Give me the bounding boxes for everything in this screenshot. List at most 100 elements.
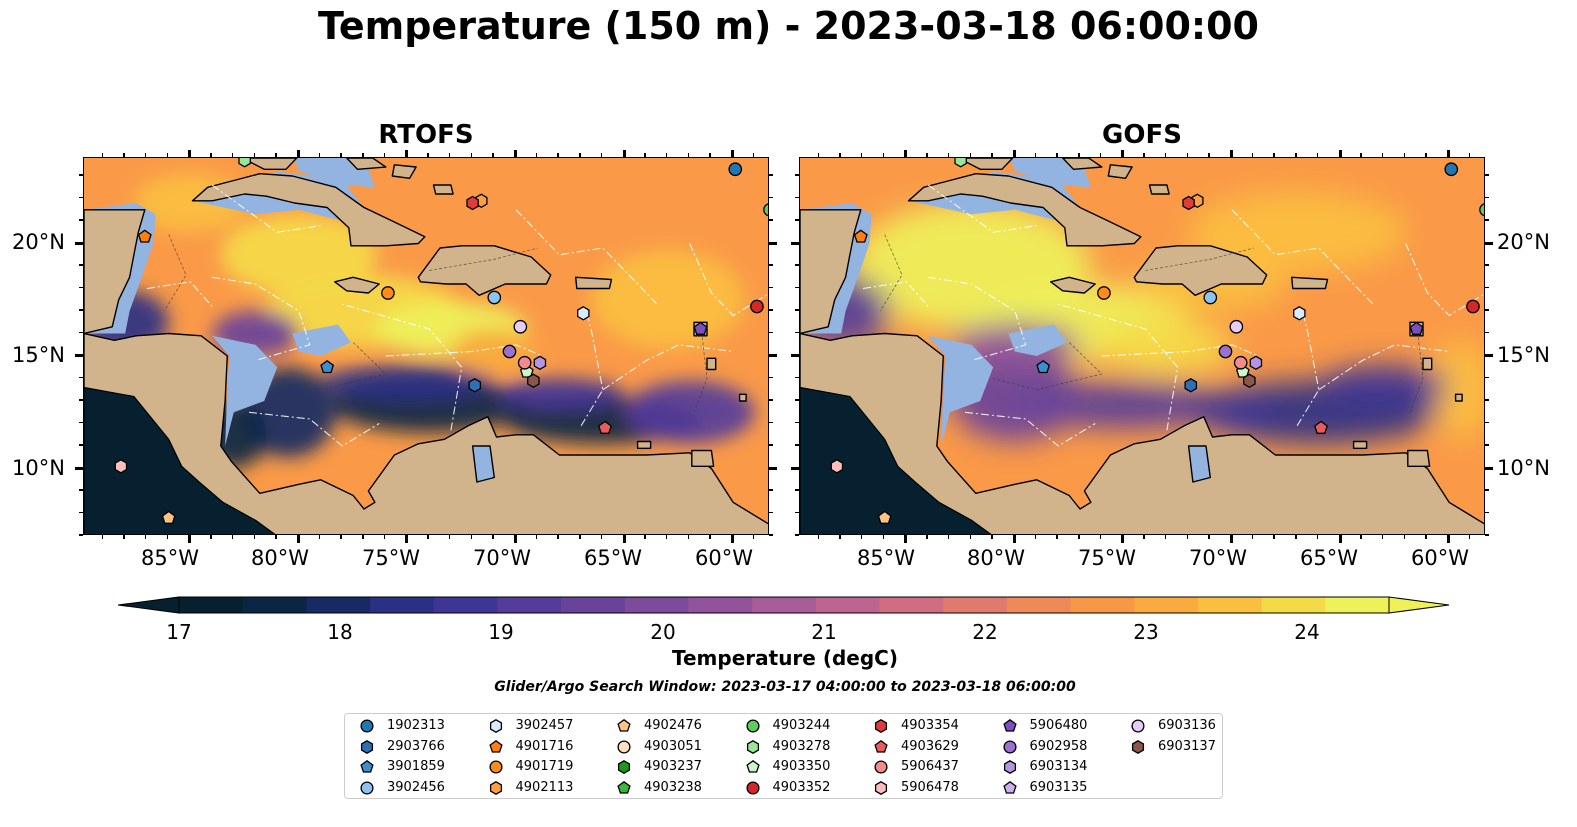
rtofs-map[interactable] [83,157,769,535]
tick-mark [79,421,83,423]
pentagon-marker-icon [745,759,760,773]
float-marker-6903136[interactable] [1229,319,1244,334]
tick-mark [791,241,799,245]
float-marker-4901719[interactable] [381,286,395,300]
tick-mark [340,535,342,539]
float-marker-6903134[interactable] [533,355,547,371]
float-marker-4901719[interactable] [1097,286,1111,300]
tick-mark [1485,309,1489,311]
float-marker-4901716[interactable] [137,229,152,243]
tick-mark [795,219,799,221]
colorbar-canvas [117,596,1450,614]
float-marker-3901859[interactable] [1036,360,1051,374]
float-marker-2903766[interactable] [1184,378,1198,393]
float-marker-6903137[interactable] [1243,373,1256,389]
float-marker-4903352[interactable] [1466,299,1480,314]
tick-mark [1468,535,1471,539]
float-marker-6903134[interactable] [1249,355,1263,371]
float-marker-1902313[interactable] [728,162,743,177]
tick-mark [1295,153,1297,157]
float-marker-4903278[interactable] [238,158,251,168]
land-florida-keys [957,158,1014,171]
tick-mark [817,153,820,157]
tick-mark [1208,535,1210,539]
colorbar-tick-label: 18 [327,620,353,644]
lat-tick-label: 20°N [1497,230,1550,254]
colorbar-segment [943,597,1008,613]
land-barbados [738,393,747,402]
tick-mark [535,535,538,539]
float-marker-4903354[interactable] [466,195,479,211]
colorbar-segment [879,597,944,613]
tick-mark [79,444,83,446]
land-trinidad [691,449,715,467]
tick-mark [795,264,799,266]
tick-mark [75,241,83,245]
float-marker-3902456[interactable] [1203,290,1218,305]
float-marker-4903278[interactable] [954,158,967,168]
land-hispaniola [1133,245,1268,297]
float-marker-6902958[interactable] [502,344,517,359]
gofs-map[interactable] [799,157,1485,535]
float-marker-4903629[interactable] [598,420,612,434]
tick-mark [665,153,668,157]
legend-label: 6903137 [1158,738,1216,754]
tick-mark [1078,535,1080,539]
float-marker-4903244[interactable] [763,203,769,217]
tick-mark [1485,466,1493,470]
float-marker-4903354[interactable] [1182,195,1195,211]
float-marker-5906480[interactable] [693,321,708,335]
float-marker-6902958[interactable] [1218,344,1233,359]
float-marker-4902476[interactable] [877,510,892,524]
colorbar-tick-label: 17 [166,620,192,644]
float-marker-4903244[interactable] [1479,203,1485,217]
tick-mark [769,421,773,423]
tick-mark [101,535,104,539]
float-marker-5906437[interactable] [517,355,532,370]
float-marker-2903766[interactable] [468,378,482,393]
colorbar-segment [1261,597,1326,613]
float-marker-3902457[interactable] [1293,306,1306,321]
float-marker-4901716[interactable] [853,229,868,243]
float-marker-4903629[interactable] [1314,420,1328,434]
tick-mark [839,535,841,539]
legend-label: 6903134 [1029,759,1088,774]
hexagon-marker-icon [489,780,502,795]
tick-mark [1099,535,1102,539]
colorbar-segment [561,597,626,613]
float-marker-5906478[interactable] [114,459,128,474]
tick-mark [1056,535,1058,539]
legend-label: 1902313 [387,718,445,733]
tick-mark [470,153,473,157]
legend-label: 4903352 [772,779,831,795]
float-marker-4902476[interactable] [161,510,176,524]
float-marker-3901859[interactable] [320,360,335,374]
tick-mark [123,153,125,157]
tick-mark [769,331,773,333]
float-marker-4903352[interactable] [750,299,764,314]
float-marker-6903137[interactable] [527,373,540,389]
tick-mark [904,150,908,157]
float-marker-6903136[interactable] [513,319,528,334]
float-marker-5906478[interactable] [830,459,844,474]
tick-mark [210,153,212,157]
tick-mark [795,196,799,198]
legend-label: 5906478 [901,779,959,795]
float-marker-3902457[interactable] [577,306,590,321]
legend-label: 5906480 [1029,718,1088,733]
float-marker-1902313[interactable] [1444,162,1459,177]
float-marker-5906437[interactable] [1233,355,1248,370]
float-marker-5906480[interactable] [1409,321,1424,335]
float-legend: 1902313 2903766 3901859 3902456 3902457 49017… [344,713,1223,799]
land-bahamas-c [1148,184,1170,195]
colorbar-segment [1325,597,1390,613]
legend-label: 2903766 [387,738,445,754]
tick-mark [769,264,773,266]
land-bahamas-a [1062,158,1103,171]
float-marker-3902456[interactable] [487,290,502,305]
tick-mark [1403,535,1406,539]
tick-mark [795,376,799,378]
tick-mark [1485,264,1489,266]
tick-mark [860,153,863,157]
tick-mark [383,535,386,539]
